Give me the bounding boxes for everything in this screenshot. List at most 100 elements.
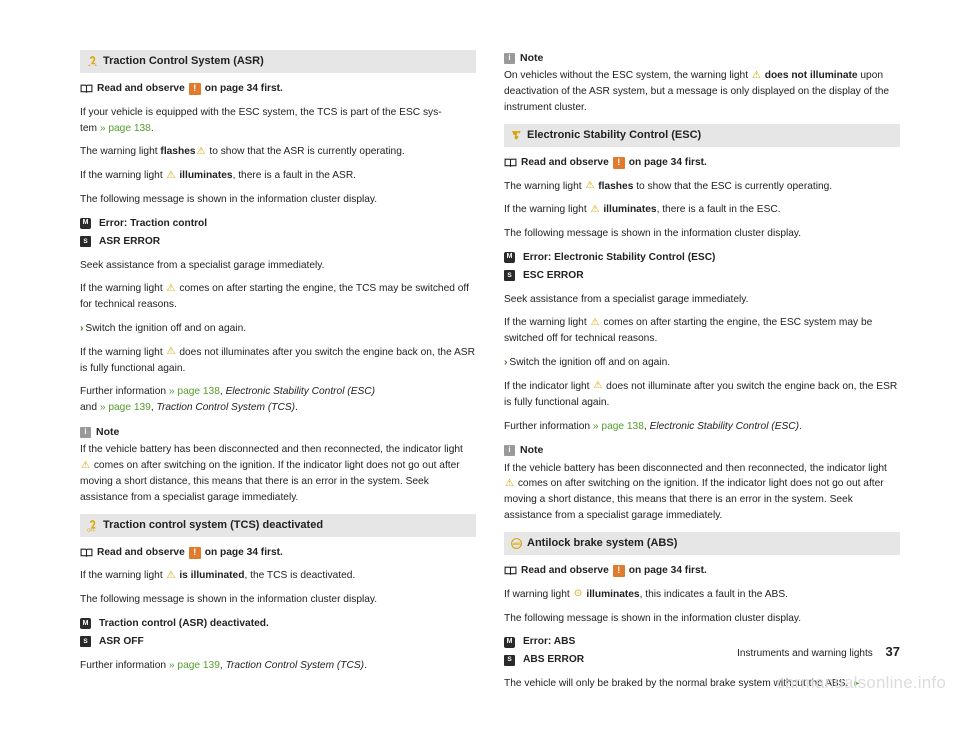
- message-text: ESC ERROR: [523, 268, 584, 284]
- paragraph: Seek assistance from a specialist garage…: [80, 258, 476, 274]
- read-observe-row: Read and observe ! on page 34 first.: [80, 545, 476, 561]
- note-label: Note: [520, 442, 543, 458]
- text: If the warning light: [80, 283, 166, 294]
- read-after: on page 34 first.: [205, 81, 283, 97]
- text: , there is a fault in the ASR.: [233, 170, 356, 181]
- message-row: M Error: Traction control: [80, 216, 476, 232]
- book-icon: [504, 566, 517, 576]
- paragraph: Seek assistance from a specialist garage…: [504, 292, 900, 308]
- message-text: Error: Traction control: [99, 216, 207, 232]
- text: and: [80, 402, 100, 413]
- page-number: 37: [886, 644, 900, 659]
- text: to show that the ESC is currently operat…: [633, 181, 832, 192]
- text-bold: illuminates: [584, 589, 640, 600]
- message-block: M Traction control (ASR) deactivated. S …: [80, 616, 476, 650]
- page-footer: Instruments and warning lights 37: [737, 644, 900, 659]
- paragraph: If the warning light ⚠ comes on after st…: [504, 315, 900, 347]
- paragraph: If the warning light ⚠ illuminates, ther…: [80, 168, 476, 184]
- note-header: i Note: [504, 442, 900, 458]
- page-link[interactable]: » page 139: [169, 660, 220, 671]
- note-header: i Note: [80, 424, 476, 440]
- section-header-asr: Traction Control System (ASR): [80, 50, 476, 73]
- message-text: ASR ERROR: [99, 234, 160, 250]
- note-icon: i: [504, 445, 515, 456]
- bullet-icon: ›: [80, 323, 83, 334]
- read-text: Read and observe: [97, 81, 185, 97]
- page-link[interactable]: » page 138: [100, 123, 151, 134]
- read-after: on page 34 first.: [205, 545, 283, 561]
- text-bold: flashes: [595, 181, 633, 192]
- paragraph: If the indicator light ⚠ does not illumi…: [504, 379, 900, 411]
- text: .: [295, 402, 298, 413]
- text: tem: [80, 123, 100, 134]
- message-row: S ESC ERROR: [504, 268, 900, 284]
- paragraph: The warning light ⚠ flashes to show that…: [504, 179, 900, 195]
- text: , there is a fault in the ESC.: [657, 204, 781, 215]
- text: If the warning light: [504, 204, 590, 215]
- asr-small-icon: ⚠: [166, 170, 177, 181]
- paragraph: Further information » page 138, Electron…: [504, 419, 900, 435]
- page-link[interactable]: » page 138: [169, 386, 220, 397]
- text: If the warning light: [504, 317, 590, 328]
- message-row: M Error: Electronic Stability Control (E…: [504, 250, 900, 266]
- text: Further information: [504, 421, 593, 432]
- note-label: Note: [96, 424, 119, 440]
- seg-icon: S: [80, 636, 91, 647]
- text: If your vehicle is equipped with the ESC…: [80, 107, 442, 118]
- paragraph: The warning light flashes⚠ to show that …: [80, 144, 476, 160]
- read-observe-row: Read and observe ! on page 34 first.: [80, 81, 476, 97]
- text: .: [151, 123, 154, 134]
- paragraph: Further information » page 139, Traction…: [80, 658, 476, 674]
- warn-icon: !: [189, 547, 201, 559]
- note-label: Note: [520, 50, 543, 66]
- text-italic: Electronic Stability Control (ESC): [650, 421, 799, 432]
- text: If warning light: [504, 589, 573, 600]
- text-bold: illuminates: [177, 170, 233, 181]
- paragraph: If the warning light ⚠ is illuminated, t…: [80, 568, 476, 584]
- page-link[interactable]: » page 139: [100, 402, 151, 413]
- paragraph: The following message is shown in the in…: [80, 192, 476, 208]
- text: If the warning light: [80, 170, 166, 181]
- section-header-abs: ABS Antilock brake system (ABS): [504, 532, 900, 555]
- message-block: M Error: Electronic Stability Control (E…: [504, 250, 900, 284]
- maxi-icon: M: [504, 252, 515, 263]
- warn-icon: !: [613, 157, 625, 169]
- book-icon: [80, 548, 93, 558]
- maxi-icon: M: [80, 218, 91, 229]
- asr-off-icon: OFF: [86, 519, 99, 532]
- text: to show that the ASR is currently operat…: [207, 146, 405, 157]
- text: .: [364, 660, 367, 671]
- paragraph: If the warning light ⚠ illuminates, ther…: [504, 202, 900, 218]
- bullet-icon: ›: [504, 357, 507, 368]
- abs-icon: ABS: [510, 537, 523, 550]
- paragraph: The following message is shown in the in…: [80, 592, 476, 608]
- asr-small-icon: ⚠: [196, 146, 207, 157]
- section-header-esc: Electronic Stability Control (ESC): [504, 124, 900, 147]
- note-body: If the vehicle battery has been disconne…: [80, 442, 476, 505]
- note-icon: i: [504, 53, 515, 64]
- text: On vehicles without the ESC system, the …: [504, 70, 751, 81]
- right-column: i Note On vehicles without the ESC syste…: [504, 50, 900, 700]
- note-body: If the vehicle battery has been disconne…: [504, 461, 900, 524]
- text: Further information: [80, 386, 169, 397]
- message-text: ABS ERROR: [523, 652, 584, 668]
- left-column: Traction Control System (ASR) Read and o…: [80, 50, 476, 700]
- text: The warning light: [504, 181, 584, 192]
- page-link[interactable]: » page 138: [593, 421, 644, 432]
- text-italic: Traction Control System (TCS): [226, 660, 365, 671]
- read-after: on page 34 first.: [629, 155, 707, 171]
- esc-small-icon: ⚠: [590, 317, 601, 328]
- seg-icon: S: [504, 655, 515, 666]
- text-italic: Traction Control System (TCS): [157, 402, 296, 413]
- text-bold: does not illuminate: [762, 70, 858, 81]
- asr-small-icon: ⚠: [166, 347, 177, 358]
- asr-small-icon: ⚠: [751, 70, 762, 81]
- message-text: Traction control (ASR) deactivated.: [99, 616, 269, 632]
- asr-small-icon: ⚠: [166, 283, 177, 294]
- warn-icon: !: [613, 565, 625, 577]
- svg-text:OFF: OFF: [87, 527, 96, 532]
- esc-icon: [510, 129, 523, 142]
- asr-icon: [86, 55, 99, 68]
- text: The warning light: [80, 146, 160, 157]
- seg-icon: S: [504, 270, 515, 281]
